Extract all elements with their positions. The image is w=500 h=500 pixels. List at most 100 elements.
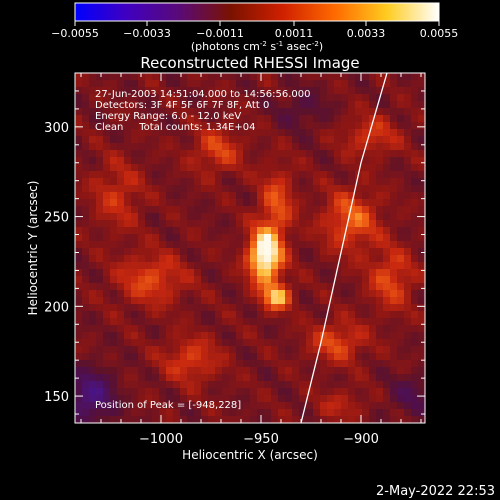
heatmap-cell bbox=[117, 318, 125, 326]
heatmap-cell bbox=[355, 395, 363, 403]
heatmap-cell bbox=[390, 269, 398, 277]
heatmap-cell bbox=[369, 332, 377, 340]
heatmap-cell bbox=[75, 178, 83, 186]
heatmap-cell bbox=[404, 248, 412, 256]
heatmap-cell bbox=[292, 262, 300, 270]
heatmap-cell bbox=[250, 164, 258, 172]
x-tick-label: −1000 bbox=[139, 432, 183, 447]
heatmap-cell bbox=[362, 290, 370, 298]
heatmap-cell bbox=[131, 262, 139, 270]
heatmap-cell bbox=[369, 178, 377, 186]
heatmap-cell bbox=[243, 157, 251, 165]
heatmap-cell bbox=[124, 87, 132, 95]
heatmap-cell bbox=[201, 290, 209, 298]
heatmap-cell bbox=[131, 304, 139, 312]
heatmap-cell bbox=[334, 213, 342, 221]
heatmap-cell bbox=[320, 185, 328, 193]
heatmap-cell bbox=[187, 276, 195, 284]
heatmap-cell bbox=[285, 87, 293, 95]
heatmap-cell bbox=[257, 346, 265, 354]
heatmap-cell bbox=[390, 248, 398, 256]
heatmap-cell bbox=[362, 360, 370, 368]
heatmap-cell bbox=[369, 220, 377, 228]
heatmap-cell bbox=[124, 297, 132, 305]
heatmap-cell bbox=[348, 150, 356, 158]
heatmap-cell bbox=[75, 276, 83, 284]
heatmap-cell bbox=[418, 234, 425, 242]
heatmap-cell bbox=[334, 157, 342, 165]
heatmap-cell bbox=[103, 353, 111, 361]
heatmap-cell bbox=[103, 115, 111, 123]
heatmap-cell bbox=[418, 220, 425, 228]
heatmap-cell bbox=[397, 108, 405, 116]
heatmap-cell bbox=[96, 234, 104, 242]
heatmap-cell bbox=[138, 374, 146, 382]
heatmap-cell bbox=[383, 290, 391, 298]
heatmap-cell bbox=[243, 269, 251, 277]
heatmap-cell bbox=[180, 269, 188, 277]
heatmap-cell bbox=[159, 262, 167, 270]
heatmap-cell bbox=[117, 171, 125, 179]
heatmap-cell bbox=[411, 374, 419, 382]
heatmap-cell bbox=[215, 416, 223, 423]
heatmap-cell bbox=[201, 206, 209, 214]
heatmap-cell bbox=[201, 248, 209, 256]
heatmap-cell bbox=[355, 220, 363, 228]
heatmap-cell bbox=[383, 388, 391, 396]
heatmap-cell bbox=[110, 185, 118, 193]
heatmap-cell bbox=[250, 73, 258, 81]
heatmap-cell bbox=[222, 185, 230, 193]
heatmap-cell bbox=[236, 283, 244, 291]
heatmap-cell bbox=[383, 248, 391, 256]
heatmap-cell bbox=[208, 346, 216, 354]
heatmap-cell bbox=[131, 290, 139, 298]
heatmap-cell bbox=[292, 73, 300, 81]
heatmap-cell bbox=[355, 150, 363, 158]
heatmap-cell bbox=[187, 318, 195, 326]
heatmap-cell bbox=[187, 283, 195, 291]
heatmap-cell bbox=[299, 94, 307, 102]
heatmap-cell bbox=[418, 409, 425, 417]
heatmap-cell bbox=[355, 262, 363, 270]
heatmap-cell bbox=[306, 185, 314, 193]
heatmap-cell bbox=[285, 360, 293, 368]
heatmap-cell bbox=[250, 367, 258, 375]
heatmap-cell bbox=[348, 115, 356, 123]
heatmap-cell bbox=[271, 199, 279, 207]
heatmap-cell bbox=[341, 409, 349, 417]
heatmap-cell bbox=[208, 332, 216, 340]
heatmap-cell bbox=[145, 346, 153, 354]
heatmap-cell bbox=[341, 143, 349, 151]
heatmap-cell bbox=[194, 374, 202, 382]
heatmap-cell bbox=[110, 367, 118, 375]
heatmap-cell bbox=[278, 325, 286, 333]
heatmap-cell bbox=[383, 115, 391, 123]
heatmap-cell bbox=[355, 367, 363, 375]
heatmap-cell bbox=[327, 87, 335, 95]
heatmap-cell bbox=[341, 332, 349, 340]
heatmap-cell bbox=[292, 192, 300, 200]
heatmap-cell bbox=[110, 311, 118, 319]
heatmap-cell bbox=[201, 325, 209, 333]
heatmap-cell bbox=[110, 101, 118, 109]
heatmap-cell bbox=[250, 339, 258, 347]
heatmap-cell bbox=[404, 136, 412, 144]
plot-frame bbox=[74, 72, 426, 424]
heatmap-cell bbox=[89, 94, 97, 102]
heatmap-cell bbox=[299, 157, 307, 165]
heatmap-cell bbox=[180, 185, 188, 193]
heatmap-cell bbox=[341, 353, 349, 361]
heatmap-cell bbox=[229, 381, 237, 389]
heatmap-cell bbox=[173, 353, 181, 361]
heatmap-cell bbox=[376, 416, 384, 423]
heatmap-cell bbox=[110, 381, 118, 389]
heatmap-cell bbox=[222, 283, 230, 291]
heatmap-cell bbox=[103, 220, 111, 228]
heatmap-cell bbox=[117, 241, 125, 249]
heatmap-cell bbox=[271, 353, 279, 361]
heatmap-cell bbox=[376, 80, 384, 88]
heatmap-cell bbox=[355, 416, 363, 423]
heatmap-cell bbox=[145, 94, 153, 102]
heatmap-cell bbox=[103, 241, 111, 249]
